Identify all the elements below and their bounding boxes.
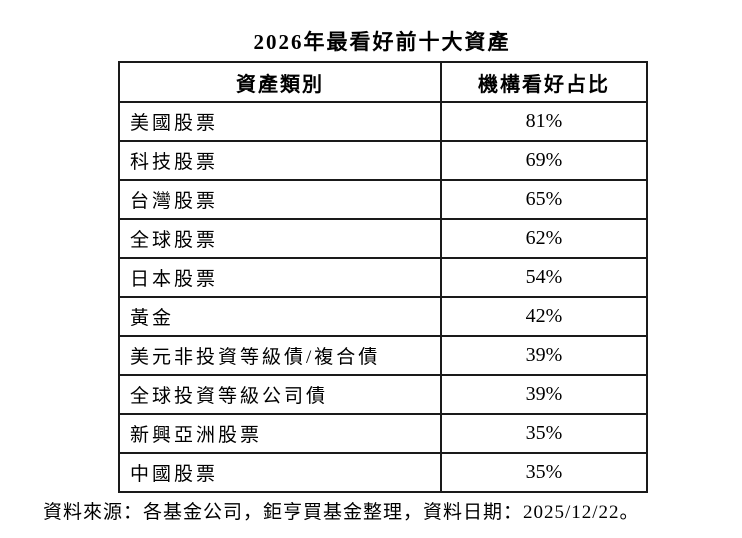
percentage-cell: 54% [440,257,648,298]
table-row: 全球股票 62% [118,218,648,259]
asset-category-cell: 日本股票 [118,257,442,298]
table-row: 科技股票 69% [118,140,648,181]
asset-category-cell: 台灣股票 [118,179,442,220]
percentage-cell: 65% [440,179,648,220]
table-row: 美國股票 81% [118,101,648,142]
asset-category-cell: 新興亞洲股票 [118,413,442,454]
percentage-cell: 39% [440,374,648,415]
table-row: 中國股票 35% [118,452,648,493]
source-note: 資料來源：各基金公司，鉅亨買基金整理，資料日期：2025/12/22。 [43,502,640,523]
table-row: 黃金 42% [118,296,648,337]
asset-category-cell: 美國股票 [118,101,442,142]
table-row: 日本股票 54% [118,257,648,298]
table-row: 新興亞洲股票 35% [118,413,648,454]
table-row: 美元非投資等級債/複合債 39% [118,335,648,376]
percentage-cell: 35% [440,413,648,454]
asset-category-cell: 全球投資等級公司債 [118,374,442,415]
percentage-cell: 81% [440,101,648,142]
column-header-institution-percentage: 機構看好占比 [440,61,648,103]
column-header-asset-category: 資產類別 [118,61,442,103]
percentage-cell: 62% [440,218,648,259]
percentage-cell: 35% [440,452,648,493]
asset-category-cell: 美元非投資等級債/複合債 [118,335,442,376]
percentage-cell: 69% [440,140,648,181]
asset-category-cell: 科技股票 [118,140,442,181]
table-row: 全球投資等級公司債 39% [118,374,648,415]
asset-category-cell: 黃金 [118,296,442,337]
table-header-row: 資產類別 機構看好占比 [118,61,648,103]
percentage-cell: 42% [440,296,648,337]
page-title: 2026年最看好前十大資產 [253,30,511,54]
asset-category-cell: 全球股票 [118,218,442,259]
table-row: 台灣股票 65% [118,179,648,220]
percentage-cell: 39% [440,335,648,376]
asset-table: 資產類別 機構看好占比 美國股票 81% 科技股票 69% 台灣股票 65% 全球股票 62%… [118,61,648,493]
asset-category-cell: 中國股票 [118,452,442,493]
